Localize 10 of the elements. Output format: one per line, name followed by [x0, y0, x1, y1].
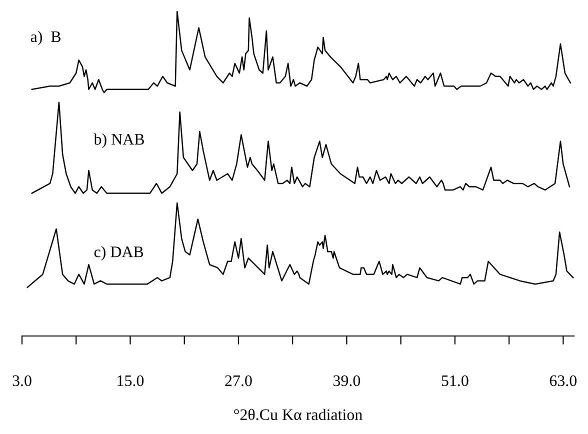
x-tick-label: 27.0	[225, 375, 252, 386]
x-tick-label: 39.0	[333, 375, 360, 386]
series-label: c) DAB	[94, 246, 144, 260]
series-label: a) B	[30, 30, 61, 46]
x-tick-label: 63.0	[550, 375, 577, 386]
x-tick-label: 15.0	[118, 375, 144, 386]
x-axis-title: °2θ.Cu Kα radiation	[234, 408, 362, 420]
x-tick-label: 3.0	[12, 375, 32, 386]
series-label: b) NAB	[94, 133, 144, 148]
x-tick-label: 51.0	[442, 375, 468, 386]
